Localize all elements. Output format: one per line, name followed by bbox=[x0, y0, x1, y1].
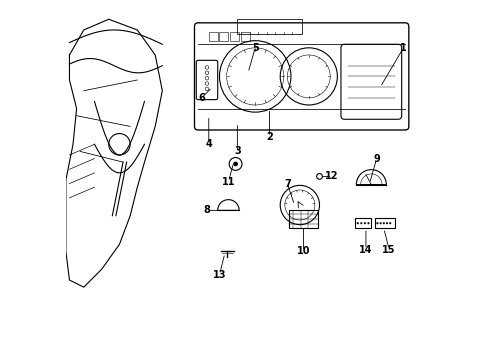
Circle shape bbox=[356, 222, 358, 224]
Circle shape bbox=[385, 222, 387, 224]
Text: 6: 6 bbox=[198, 93, 204, 103]
Text: 11: 11 bbox=[221, 177, 235, 187]
Bar bbox=[354, 218, 370, 228]
Circle shape bbox=[382, 222, 384, 224]
Text: 8: 8 bbox=[203, 205, 210, 215]
Circle shape bbox=[363, 222, 365, 224]
Text: 7: 7 bbox=[284, 179, 290, 189]
Bar bbox=[219, 32, 228, 41]
Text: 12: 12 bbox=[325, 171, 338, 181]
Text: 3: 3 bbox=[233, 147, 240, 157]
Text: 15: 15 bbox=[382, 245, 395, 255]
Bar bbox=[374, 218, 394, 228]
Bar bbox=[288, 210, 317, 228]
Text: 4: 4 bbox=[205, 139, 212, 149]
Bar bbox=[241, 32, 249, 41]
Circle shape bbox=[388, 222, 390, 224]
Circle shape bbox=[366, 222, 369, 224]
Bar bbox=[208, 32, 217, 41]
Circle shape bbox=[360, 222, 362, 224]
Text: 13: 13 bbox=[212, 270, 226, 280]
Bar bbox=[230, 32, 239, 41]
Circle shape bbox=[376, 222, 378, 224]
Text: 9: 9 bbox=[372, 154, 379, 163]
Text: 14: 14 bbox=[359, 245, 372, 255]
Text: 5: 5 bbox=[251, 43, 258, 53]
Circle shape bbox=[379, 222, 381, 224]
Text: 1: 1 bbox=[399, 43, 406, 53]
Text: 2: 2 bbox=[265, 132, 272, 142]
Text: 10: 10 bbox=[296, 247, 309, 256]
Circle shape bbox=[233, 162, 237, 166]
Bar bbox=[237, 19, 301, 33]
